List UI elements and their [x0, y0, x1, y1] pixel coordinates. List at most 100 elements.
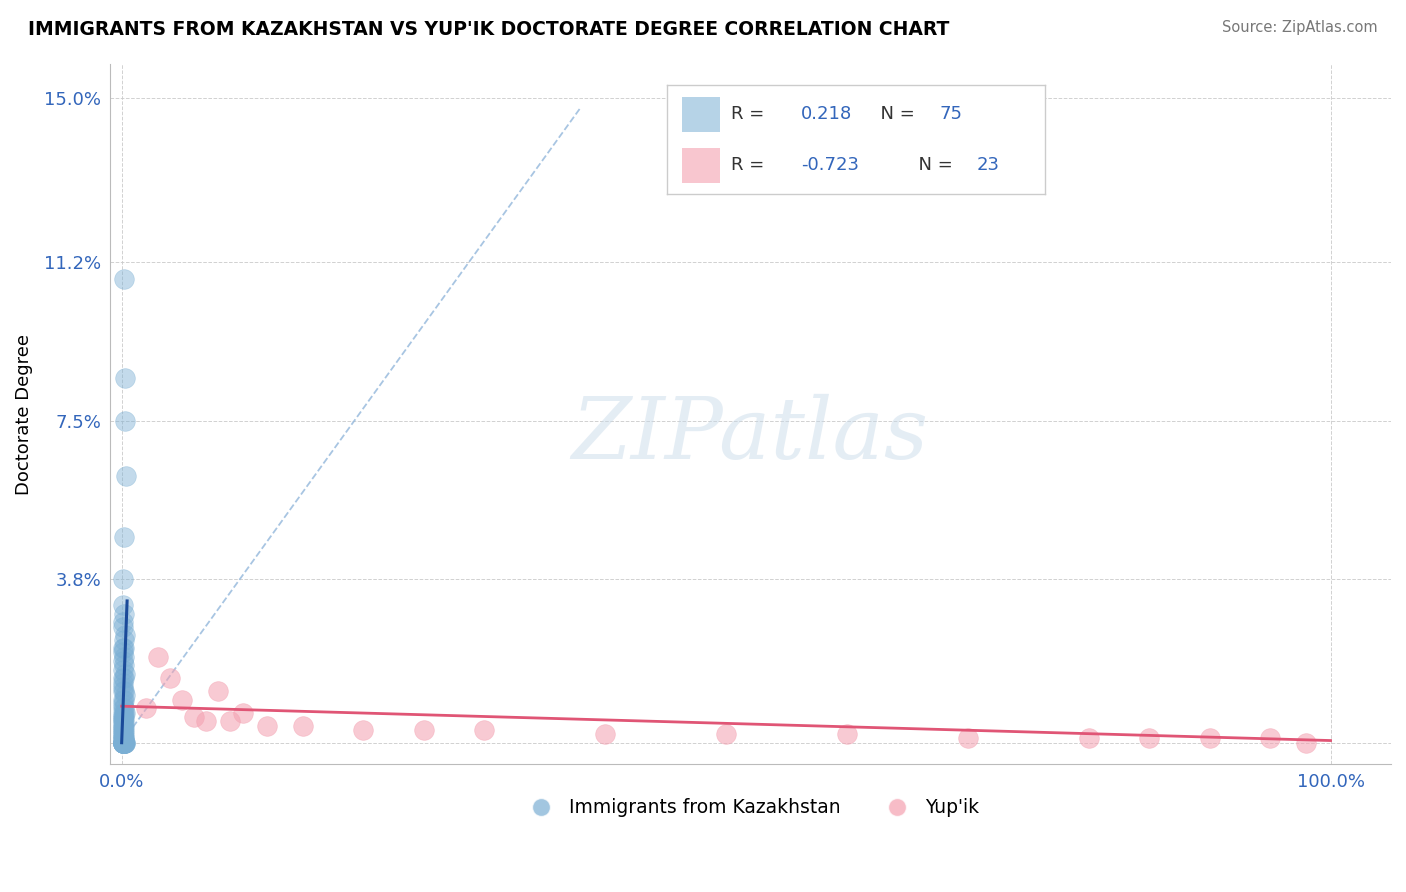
Point: [112, 731, 135, 746]
Text: IMMIGRANTS FROM KAZAKHSTAN VS YUP'IK DOCTORATE DEGREE CORRELATION CHART: IMMIGRANTS FROM KAZAKHSTAN VS YUP'IK DOC…: [28, 20, 949, 38]
Point: [112, 529, 135, 543]
Point: [183, 710, 205, 724]
Point: [111, 701, 134, 715]
Point: [111, 736, 134, 750]
Point: [112, 272, 135, 286]
Point: [112, 736, 135, 750]
Point: [112, 607, 135, 621]
Point: [593, 727, 616, 741]
Point: [111, 615, 134, 630]
Point: [291, 718, 314, 732]
Point: [111, 599, 134, 613]
Text: ZIPatlas: ZIPatlas: [572, 393, 929, 476]
Point: [111, 675, 134, 690]
Point: [114, 413, 136, 427]
Legend: Immigrants from Kazakhstan, Yup'ik: Immigrants from Kazakhstan, Yup'ik: [515, 791, 986, 825]
Point: [112, 649, 135, 664]
Point: [111, 731, 134, 746]
Point: [956, 731, 979, 746]
Point: [112, 736, 135, 750]
Point: [195, 714, 218, 729]
Point: [111, 731, 134, 746]
Point: [111, 654, 134, 668]
Point: [114, 628, 136, 642]
Point: [112, 736, 135, 750]
Point: [111, 736, 134, 750]
Text: Source: ZipAtlas.com: Source: ZipAtlas.com: [1222, 20, 1378, 35]
Point: [114, 706, 136, 720]
Y-axis label: Doctorate Degree: Doctorate Degree: [15, 334, 32, 495]
Point: [1295, 736, 1317, 750]
Point: [111, 736, 134, 750]
Point: [111, 645, 134, 659]
Point: [112, 701, 135, 715]
Point: [112, 671, 135, 685]
Point: [112, 736, 135, 750]
Point: [835, 727, 858, 741]
Point: [111, 736, 134, 750]
Point: [112, 658, 135, 673]
Point: [111, 727, 134, 741]
Point: [412, 723, 434, 737]
Point: [111, 718, 134, 732]
Point: [207, 684, 229, 698]
Point: [111, 736, 134, 750]
Point: [232, 706, 254, 720]
Point: [114, 370, 136, 384]
Point: [111, 620, 134, 634]
Point: [111, 710, 134, 724]
Point: [111, 692, 134, 706]
Point: [111, 680, 134, 694]
Point: [112, 714, 135, 729]
Point: [111, 710, 134, 724]
Point: [111, 736, 134, 750]
Point: [114, 736, 136, 750]
Point: [714, 727, 737, 741]
Point: [112, 736, 135, 750]
Point: [1258, 731, 1281, 746]
Point: [111, 697, 134, 711]
Point: [112, 718, 135, 732]
Point: [112, 731, 135, 746]
Point: [112, 632, 135, 647]
Point: [114, 689, 136, 703]
Point: [111, 684, 134, 698]
Point: [111, 714, 134, 729]
Point: [1137, 731, 1160, 746]
Point: [111, 641, 134, 656]
Point: [111, 723, 134, 737]
Point: [1077, 731, 1099, 746]
Point: [111, 736, 134, 750]
Point: [111, 727, 134, 741]
Point: [112, 706, 135, 720]
Point: [472, 723, 495, 737]
Point: [112, 692, 135, 706]
Point: [352, 723, 374, 737]
Point: [112, 641, 135, 656]
Point: [111, 736, 134, 750]
Point: [114, 736, 136, 750]
Point: [115, 469, 138, 483]
Point: [111, 706, 134, 720]
Point: [112, 727, 135, 741]
Point: [111, 731, 134, 746]
Point: [135, 701, 157, 715]
Point: [159, 671, 181, 685]
Point: [111, 714, 134, 729]
Point: [112, 736, 135, 750]
Point: [112, 723, 135, 737]
Point: [112, 736, 135, 750]
Point: [111, 573, 134, 587]
Point: [111, 736, 134, 750]
Point: [112, 710, 135, 724]
Point: [111, 723, 134, 737]
Point: [111, 736, 134, 750]
Point: [1198, 731, 1220, 746]
Point: [146, 649, 169, 664]
Point: [172, 692, 194, 706]
Point: [111, 718, 134, 732]
Point: [114, 736, 136, 750]
Point: [114, 667, 136, 681]
Point: [219, 714, 242, 729]
Point: [112, 684, 135, 698]
